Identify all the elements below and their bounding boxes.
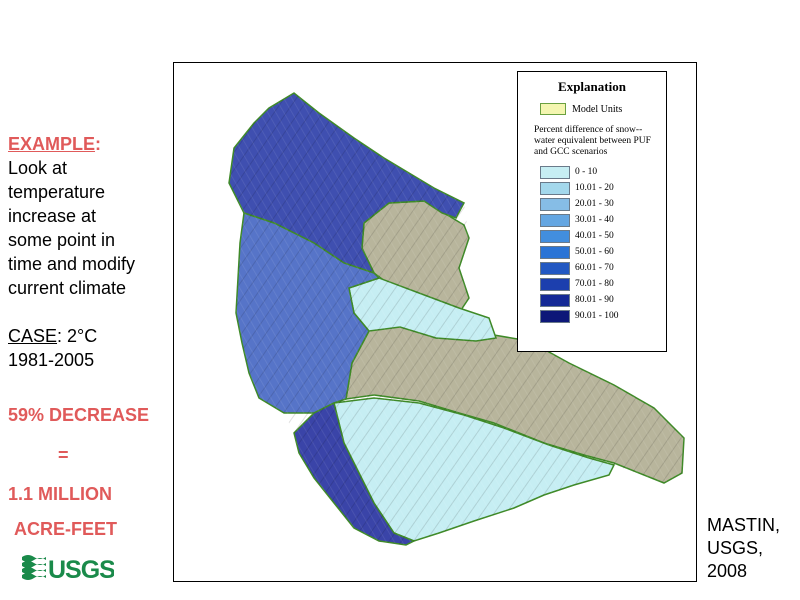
legend-class-label: 60.01 - 70 xyxy=(575,263,614,273)
map-frame: Explanation Model Units Percent differen… xyxy=(173,62,697,582)
legend-class-swatch xyxy=(540,245,570,259)
legend-class-row: 70.01 - 80 xyxy=(540,276,666,292)
example-colon: : xyxy=(95,134,102,154)
legend-description: Percent difference of snow--water equiva… xyxy=(534,125,651,157)
legend-class-row: 60.01 - 70 xyxy=(540,260,666,276)
map-legend: Explanation Model Units Percent differen… xyxy=(517,71,667,352)
watershed-map xyxy=(228,92,685,546)
legend-class-row: 90.01 - 100 xyxy=(540,308,666,324)
usgs-logo-text: USGS xyxy=(48,556,114,581)
legend-class-swatch xyxy=(540,261,570,275)
usgs-logo: USGS xyxy=(22,555,114,581)
legend-class-swatch xyxy=(540,277,570,291)
legend-class-row: 40.01 - 50 xyxy=(540,228,666,244)
model-units-label: Model Units xyxy=(572,103,623,115)
volume-line-1: 1.1 MILLION xyxy=(8,484,113,504)
legend-class-label: 90.01 - 100 xyxy=(575,311,619,321)
equals-sign: = xyxy=(58,445,69,465)
legend-class-swatch xyxy=(540,229,570,243)
legend-class-row: 50.01 - 60 xyxy=(540,244,666,260)
legend-class-swatch xyxy=(540,213,570,227)
legend-model-units: Model Units xyxy=(540,103,666,115)
legend-class-row: 10.01 - 20 xyxy=(540,180,666,196)
legend-class-swatch xyxy=(540,165,570,179)
legend-class-label: 20.01 - 30 xyxy=(575,199,614,209)
decrease-text: 59% DECREASE xyxy=(8,405,150,425)
case-period: 1981-2005 xyxy=(8,350,95,370)
legend-class-swatch xyxy=(540,293,570,307)
legend-class-label: 40.01 - 50 xyxy=(575,231,614,241)
legend-class-row: 20.01 - 30 xyxy=(540,196,666,212)
terrain-texture-2 xyxy=(229,93,684,545)
legend-class-swatch xyxy=(540,309,570,323)
model-units-swatch xyxy=(540,103,566,115)
legend-classes: 0 - 10 10.01 - 20 20.01 - 30 30.01 - 40 40.0… xyxy=(540,164,666,324)
legend-class-swatch xyxy=(540,181,570,195)
usgs-wave-icon xyxy=(22,555,46,580)
credit-text: MASTIN, USGS, 2008 xyxy=(707,515,781,581)
example-heading: EXAMPLE: xyxy=(8,132,173,156)
left-text-panel: EXAMPLE: Look at temperature increase at… xyxy=(8,132,173,372)
example-text: Look at temperature increase at some poi… xyxy=(8,158,136,298)
volume-line-2: ACRE-FEET xyxy=(14,519,117,539)
case-label: CASE xyxy=(8,326,58,346)
legend-class-label: 30.01 - 40 xyxy=(575,215,614,225)
example-label: EXAMPLE xyxy=(8,134,96,154)
legend-class-label: 80.01 - 90 xyxy=(575,295,614,305)
legend-class-row: 80.01 - 90 xyxy=(540,292,666,308)
case-line: CASE: 2°C xyxy=(8,324,173,348)
case-value: : 2°C xyxy=(57,326,98,346)
legend-class-label: 10.01 - 20 xyxy=(575,183,614,193)
legend-class-swatch xyxy=(540,197,570,211)
legend-class-row: 0 - 10 xyxy=(540,164,666,180)
legend-class-label: 70.01 - 80 xyxy=(575,279,614,289)
legend-title: Explanation xyxy=(558,79,626,94)
legend-class-label: 0 - 10 xyxy=(575,167,598,177)
legend-class-label: 50.01 - 60 xyxy=(575,247,614,257)
legend-class-row: 30.01 - 40 xyxy=(540,212,666,228)
